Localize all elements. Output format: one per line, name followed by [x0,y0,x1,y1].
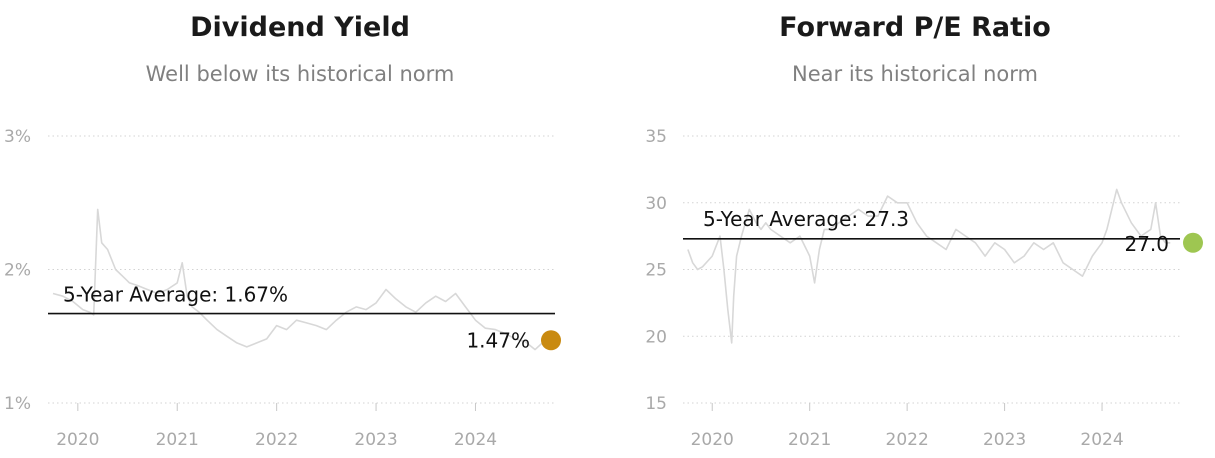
current-value-dot [541,330,561,351]
x-tick-label: 2023 [354,430,397,450]
series-line [687,188,1171,344]
x-tick-label: 2022 [255,430,298,450]
y-tick-label: 15 [645,394,667,414]
dividend-yield-panel: Dividend Yield Well below its historical… [0,0,600,458]
current-value-label: 27.0 [1124,232,1169,256]
x-tick-label: 2021 [788,430,831,450]
y-tick-label: 2% [4,261,31,281]
x-tick-label: 2024 [1080,430,1123,450]
y-tick-label: 20 [645,327,667,347]
y-tick-label: 25 [645,261,667,281]
x-tick-label: 2020 [691,430,734,450]
y-tick-label: 3% [4,127,31,147]
y-tick-label: 35 [645,127,667,147]
chart-title: Dividend Yield [190,12,410,43]
x-tick-label: 2021 [156,430,199,450]
average-label: 5-Year Average: 1.67% [63,283,288,307]
x-tick-label: 2024 [454,430,497,450]
dividend-yield-chart: 1% 2% 3% 2020 2021 2022 2023 2024 5-Year Average… [4,127,561,450]
x-tick-label: 2020 [56,430,99,450]
y-tick-label: 30 [645,194,667,214]
current-value-label: 1.47% [466,328,530,352]
y-tick-label: 1% [4,394,31,414]
current-value-dot [1183,232,1203,253]
chart-subtitle: Near its historical norm [792,62,1038,86]
chart-title: Forward P/E Ratio [779,12,1051,43]
x-tick-label: 2023 [983,430,1026,450]
average-label: 5-Year Average: 27.3 [703,207,909,231]
forward-pe-chart: 15 20 25 30 35 2020 2021 2022 2023 2024 5-Year Ave… [645,127,1203,450]
forward-pe-panel: Forward P/E Ratio Near its historical no… [615,0,1215,458]
x-tick-label: 2022 [886,430,929,450]
chart-subtitle: Well below its historical norm [145,62,455,86]
series-line [52,208,546,351]
